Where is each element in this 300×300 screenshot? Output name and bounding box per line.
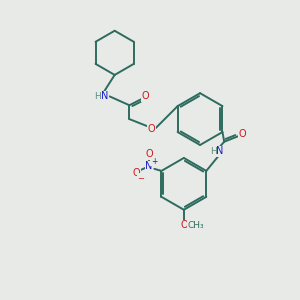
Text: O: O: [148, 124, 155, 134]
Text: H: H: [94, 92, 101, 101]
Text: −: −: [137, 174, 144, 183]
Text: O: O: [142, 92, 149, 101]
Text: N: N: [146, 161, 153, 172]
Text: O: O: [180, 220, 188, 230]
Text: O: O: [133, 168, 140, 178]
Text: O: O: [145, 149, 153, 159]
Text: N: N: [101, 92, 108, 101]
Text: CH₃: CH₃: [188, 220, 205, 230]
Text: N: N: [215, 146, 223, 157]
Text: H: H: [210, 147, 217, 156]
Text: +: +: [151, 157, 157, 166]
Text: O: O: [238, 129, 246, 139]
